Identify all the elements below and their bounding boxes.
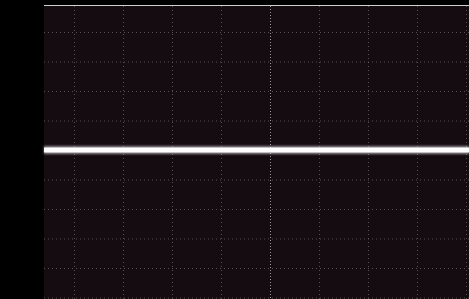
page-body: (() => { const svg = document.querySelec… — [0, 0, 469, 299]
page: {} html, body { margin: 0; padding: 0; b… — [0, 0, 469, 299]
trace — [44, 146, 469, 154]
trace-line — [44, 148, 469, 153]
oscilloscope-screen — [0, 0, 469, 299]
